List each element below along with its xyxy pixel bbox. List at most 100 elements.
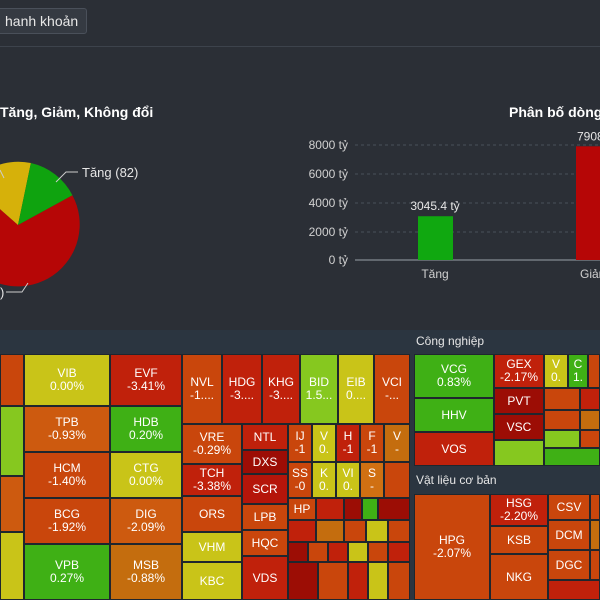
treemap-cell-vre[interactable]: VRE -0.29%: [182, 424, 242, 464]
treemap-cell-vpb[interactable]: VPB 0.27%: [24, 544, 110, 600]
treemap-cell-v[interactable]: V 0.: [544, 354, 568, 388]
cell-code: KSB: [506, 532, 531, 547]
treemap-cell-dig[interactable]: DIG -2.09%: [110, 498, 182, 544]
treemap-cell-kbc[interactable]: KBC: [182, 562, 242, 600]
treemap-cell-vib[interactable]: VIB 0.00%: [24, 354, 110, 406]
treemap-cell[interactable]: [366, 520, 388, 542]
treemap-cell-hhv[interactable]: HHV: [414, 398, 494, 432]
treemap-cell-khg[interactable]: KHG -3....: [262, 354, 300, 424]
treemap-cell-vhm[interactable]: VHM: [182, 532, 242, 562]
treemap-cell-ss[interactable]: SS -0: [288, 462, 312, 498]
treemap-cell[interactable]: [0, 354, 24, 406]
treemap-cell[interactable]: [378, 498, 410, 520]
treemap-cell[interactable]: [318, 562, 348, 600]
treemap-cell[interactable]: [590, 494, 600, 520]
treemap-cell-nvl[interactable]: NVL -1....: [182, 354, 222, 424]
treemap-cell[interactable]: [544, 410, 580, 430]
treemap-cell-vi[interactable]: VI 0.: [336, 462, 360, 498]
treemap-cell-nkg[interactable]: NKG: [490, 554, 548, 600]
treemap-cell-vci[interactable]: VCI -...: [374, 354, 410, 424]
cell-code: BCG: [53, 507, 80, 521]
treemap-cell-bcg[interactable]: BCG -1.92%: [24, 498, 110, 544]
treemap-cell[interactable]: [544, 388, 580, 410]
treemap-cell-hcm[interactable]: HCM -1.40%: [24, 452, 110, 498]
treemap-cell-dcm[interactable]: DCM: [548, 520, 590, 550]
treemap-cell[interactable]: [316, 520, 344, 542]
treemap-cell[interactable]: [328, 542, 348, 562]
treemap-cell[interactable]: [344, 498, 362, 520]
treemap-cell-eib[interactable]: EIB 0....: [338, 354, 374, 424]
treemap-cell[interactable]: [588, 354, 600, 388]
treemap-cell-c[interactable]: C 1.: [568, 354, 588, 388]
treemap-cell[interactable]: [494, 440, 544, 466]
treemap-cell-ntl[interactable]: NTL: [242, 424, 288, 450]
treemap-cell-msb[interactable]: MSB -0.88%: [110, 544, 182, 600]
treemap-cell[interactable]: [0, 476, 24, 532]
bar-down[interactable]: [576, 146, 600, 260]
treemap-cell[interactable]: [384, 462, 410, 498]
treemap-cell[interactable]: [590, 550, 600, 580]
pie-slice-flat[interactable]: [0, 161, 31, 225]
treemap-cell-k[interactable]: K 0.: [312, 462, 336, 498]
treemap-cell-scr[interactable]: SCR: [242, 474, 288, 504]
treemap-cell[interactable]: [288, 520, 316, 542]
treemap-cell-ij[interactable]: IJ -1: [288, 424, 312, 462]
bar-up[interactable]: [418, 216, 453, 260]
treemap-cell-vos[interactable]: VOS: [414, 432, 494, 466]
treemap-cell-h[interactable]: H -1: [336, 424, 360, 462]
treemap-cell[interactable]: [544, 430, 580, 448]
treemap-cell[interactable]: [580, 410, 600, 430]
treemap-cell[interactable]: [316, 498, 344, 520]
treemap-cell[interactable]: [544, 448, 600, 466]
treemap-cell[interactable]: [288, 562, 318, 600]
cell-code: C: [573, 357, 583, 371]
treemap-cell-vsc[interactable]: VSC: [494, 414, 544, 440]
treemap-cell[interactable]: [348, 542, 368, 562]
treemap-cell-lpb[interactable]: LPB: [242, 504, 288, 530]
treemap-cell[interactable]: [288, 542, 308, 562]
treemap-cell[interactable]: [580, 388, 600, 410]
treemap-cell-tch[interactable]: TCH -3.38%: [182, 464, 242, 496]
treemap-cell-hp[interactable]: HP: [288, 498, 316, 520]
treemap-cell[interactable]: [388, 542, 410, 562]
treemap-cell[interactable]: [548, 580, 600, 600]
treemap-cell-dxs[interactable]: DXS: [242, 450, 288, 474]
treemap-cell-dgc[interactable]: DGC: [548, 550, 590, 580]
treemap-cell-ctg[interactable]: CTG 0.00%: [110, 452, 182, 498]
treemap-cell-pvt[interactable]: PVT: [494, 388, 544, 414]
treemap-cell-hsg[interactable]: HSG -2.20%: [490, 494, 548, 526]
liquidity-tab-button[interactable]: hanh khoản: [0, 8, 88, 34]
treemap-cell-bid[interactable]: BID 1.5...: [300, 354, 338, 424]
treemap-cell-s[interactable]: S-: [360, 462, 384, 498]
treemap-cell-hdg[interactable]: HDG -3....: [222, 354, 262, 424]
treemap-cell-f[interactable]: F -1: [360, 424, 384, 462]
treemap-cell-csv[interactable]: CSV: [548, 494, 590, 520]
treemap-cell-v[interactable]: V-: [384, 424, 410, 462]
treemap-cell-gex[interactable]: GEX -2.17%: [494, 354, 544, 388]
treemap-cell[interactable]: [580, 430, 600, 448]
cell-code: VDS: [252, 570, 278, 585]
treemap-cell[interactable]: [368, 542, 388, 562]
treemap-cell[interactable]: [348, 562, 368, 600]
treemap-cell[interactable]: [308, 542, 328, 562]
treemap-cell-ors[interactable]: ORS: [182, 496, 242, 532]
treemap-cell[interactable]: [362, 498, 378, 520]
treemap-cell-vcg[interactable]: VCG 0.83%: [414, 354, 494, 398]
treemap-cell-hdb[interactable]: HDB 0.20%: [110, 406, 182, 452]
treemap-cell[interactable]: [0, 406, 24, 476]
treemap-cell[interactable]: [0, 532, 24, 600]
treemap-cell[interactable]: [388, 562, 410, 600]
treemap-cell-vds[interactable]: VDS: [242, 556, 288, 600]
treemap-cell[interactable]: [590, 520, 600, 550]
treemap-cell-hqc[interactable]: HQC: [242, 530, 288, 556]
treemap-cell-hpg[interactable]: HPG -2.07%: [414, 494, 490, 600]
treemap-cell-evf[interactable]: EVF -3.41%: [110, 354, 182, 406]
treemap-cell[interactable]: [388, 520, 410, 542]
treemap-cell-tpb[interactable]: TPB -0.93%: [24, 406, 110, 452]
cell-change: -2.20%: [499, 509, 539, 523]
treemap-cell[interactable]: [344, 520, 366, 542]
treemap-cell[interactable]: [368, 562, 388, 600]
treemap-cell-ksb[interactable]: KSB: [490, 526, 548, 554]
treemap-cell-v[interactable]: V 0.: [312, 424, 336, 462]
pie-slice-down[interactable]: [0, 184, 80, 287]
